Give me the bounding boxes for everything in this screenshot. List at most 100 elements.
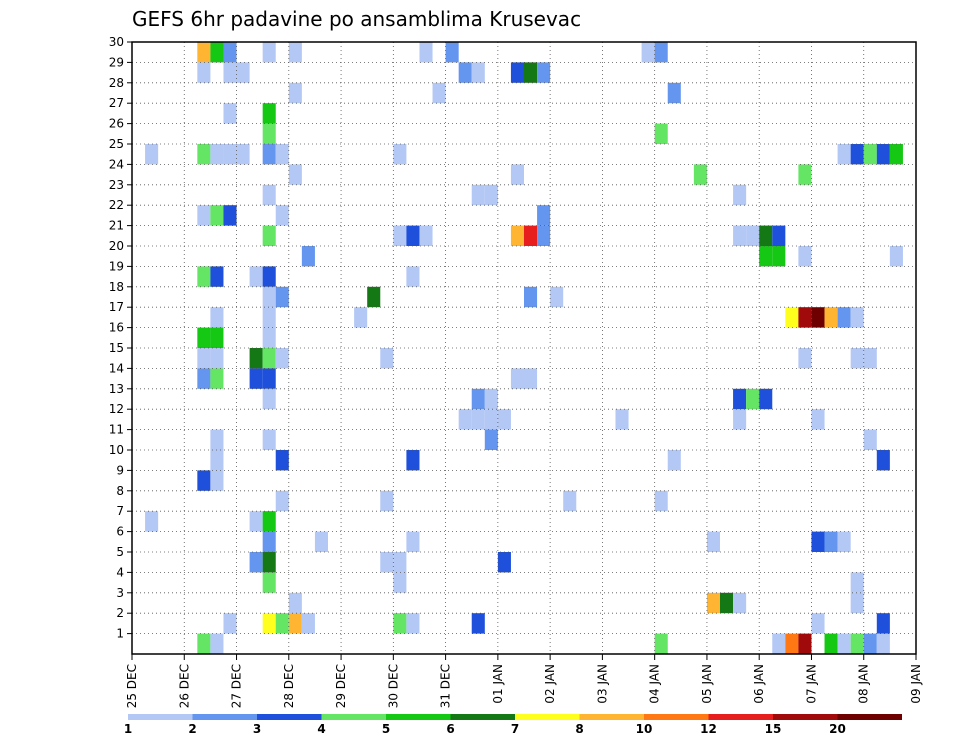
grid-lines — [132, 41, 916, 654]
heatmap-cell — [484, 429, 498, 450]
heatmap-cell — [393, 144, 407, 165]
heatmap-cell — [720, 592, 734, 614]
heatmap-cell — [733, 409, 747, 430]
heatmap-cell — [772, 225, 786, 246]
heatmap-cell — [798, 348, 812, 369]
heatmap-cell — [301, 246, 315, 267]
y-tick-label: 10 — [109, 443, 124, 457]
heatmap-cell — [262, 184, 276, 206]
colorbar-swatch — [515, 714, 580, 720]
colorbar-swatch — [579, 714, 644, 720]
x-tick-label: 03 JAN — [595, 664, 609, 704]
heatmap-cell — [432, 82, 446, 104]
heatmap-cell — [393, 552, 407, 573]
heatmap-cell — [471, 62, 485, 83]
x-tick-label: 29 DEC — [334, 664, 348, 708]
heatmap-cell — [275, 450, 289, 471]
heatmap-cell — [197, 266, 211, 287]
y-tick-label: 17 — [109, 300, 124, 314]
heatmap-cell — [510, 164, 524, 185]
x-tick-label: 05 JAN — [700, 664, 714, 704]
y-tick-label: 11 — [109, 423, 124, 437]
x-tick-label: 28 DEC — [282, 664, 296, 708]
colorbar-tick-label: 10 — [636, 722, 653, 736]
heatmap-cell — [876, 144, 890, 165]
heatmap-cell — [785, 633, 799, 654]
heatmap-cell — [667, 450, 681, 471]
heatmap-cell — [811, 613, 825, 634]
colorbar-tick-label: 5 — [382, 722, 390, 736]
x-tick-label: 02 JAN — [543, 664, 557, 704]
colorbar-tick-label: 20 — [829, 722, 846, 736]
heatmap-cell — [262, 531, 276, 552]
heatmap-cell — [759, 225, 773, 246]
colorbar-tick-label: 3 — [253, 722, 261, 736]
heatmap-cell — [471, 388, 485, 410]
heatmap-cell — [262, 572, 276, 593]
heatmap-cell — [497, 409, 511, 430]
heatmap-cell — [288, 592, 302, 614]
heatmap-cell — [667, 82, 681, 104]
heatmap-cell — [524, 62, 538, 83]
colorbar-swatch — [128, 714, 193, 720]
heatmap-cell — [550, 286, 564, 308]
heatmap-cell — [850, 144, 864, 165]
heatmap-cell — [275, 144, 289, 165]
heatmap-cell — [275, 490, 289, 512]
heatmap-cell — [210, 205, 224, 226]
heatmap-cell — [746, 225, 760, 246]
heatmap-cell — [393, 613, 407, 634]
heatmap-cell — [615, 409, 629, 430]
heatmap-cell — [262, 266, 276, 287]
x-tick-label: 01 JAN — [491, 664, 505, 704]
colorbar-swatch — [644, 714, 709, 720]
x-tick-label: 09 JAN — [909, 664, 923, 704]
heatmap-cell — [406, 225, 420, 246]
heatmap-cell — [406, 266, 420, 287]
heatmap-cell — [223, 205, 237, 226]
heatmap-cell — [772, 633, 786, 654]
heatmap-cell — [733, 225, 747, 246]
y-tick-label: 20 — [109, 239, 124, 253]
heatmap-cell — [419, 225, 433, 246]
colorbar: 1 2 3 4 5 6 7 8 10 12 15 20 — [124, 714, 902, 736]
heatmap-cell — [654, 633, 668, 654]
heatmap-cell — [471, 613, 485, 634]
heatmap-cell — [210, 42, 224, 63]
heatmap-cell — [262, 144, 276, 165]
y-tick-label: 27 — [109, 96, 124, 110]
heatmap-cells — [145, 42, 903, 654]
heatmap-cell — [249, 511, 263, 532]
heatmap-cell — [406, 531, 420, 552]
heatmap-cell — [863, 633, 877, 654]
heatmap-cell — [262, 123, 276, 144]
heatmap-cell — [484, 409, 498, 430]
heatmap-cell — [458, 409, 472, 430]
y-tick-label: 24 — [109, 157, 124, 171]
heatmap-cell — [197, 327, 211, 348]
heatmap-cell — [850, 592, 864, 614]
heatmap-cell — [262, 429, 276, 450]
y-tick-label: 12 — [109, 402, 124, 416]
heatmap-cell — [197, 42, 211, 63]
heatmap-cell — [262, 368, 276, 389]
heatmap-cell — [223, 42, 237, 63]
colorbar-tick-label: 8 — [575, 722, 583, 736]
heatmap-cell — [837, 633, 851, 654]
colorbar-swatch — [773, 714, 838, 720]
heatmap-cell — [380, 490, 394, 512]
heatmap-cell — [262, 286, 276, 308]
heatmap-cell — [262, 388, 276, 410]
heatmap-cell — [380, 348, 394, 369]
heatmap-cell — [524, 225, 538, 246]
heatmap-cell — [275, 286, 289, 308]
heatmap-cell — [876, 633, 890, 654]
heatmap-cell — [380, 552, 394, 573]
heatmap-cell — [210, 633, 224, 654]
heatmap-cell — [210, 266, 224, 287]
heatmap-cell — [733, 388, 747, 410]
y-tick-label: 4 — [116, 565, 124, 579]
y-tick-label: 14 — [109, 361, 124, 375]
heatmap-cell — [733, 592, 747, 614]
heatmap-cell — [510, 62, 524, 83]
